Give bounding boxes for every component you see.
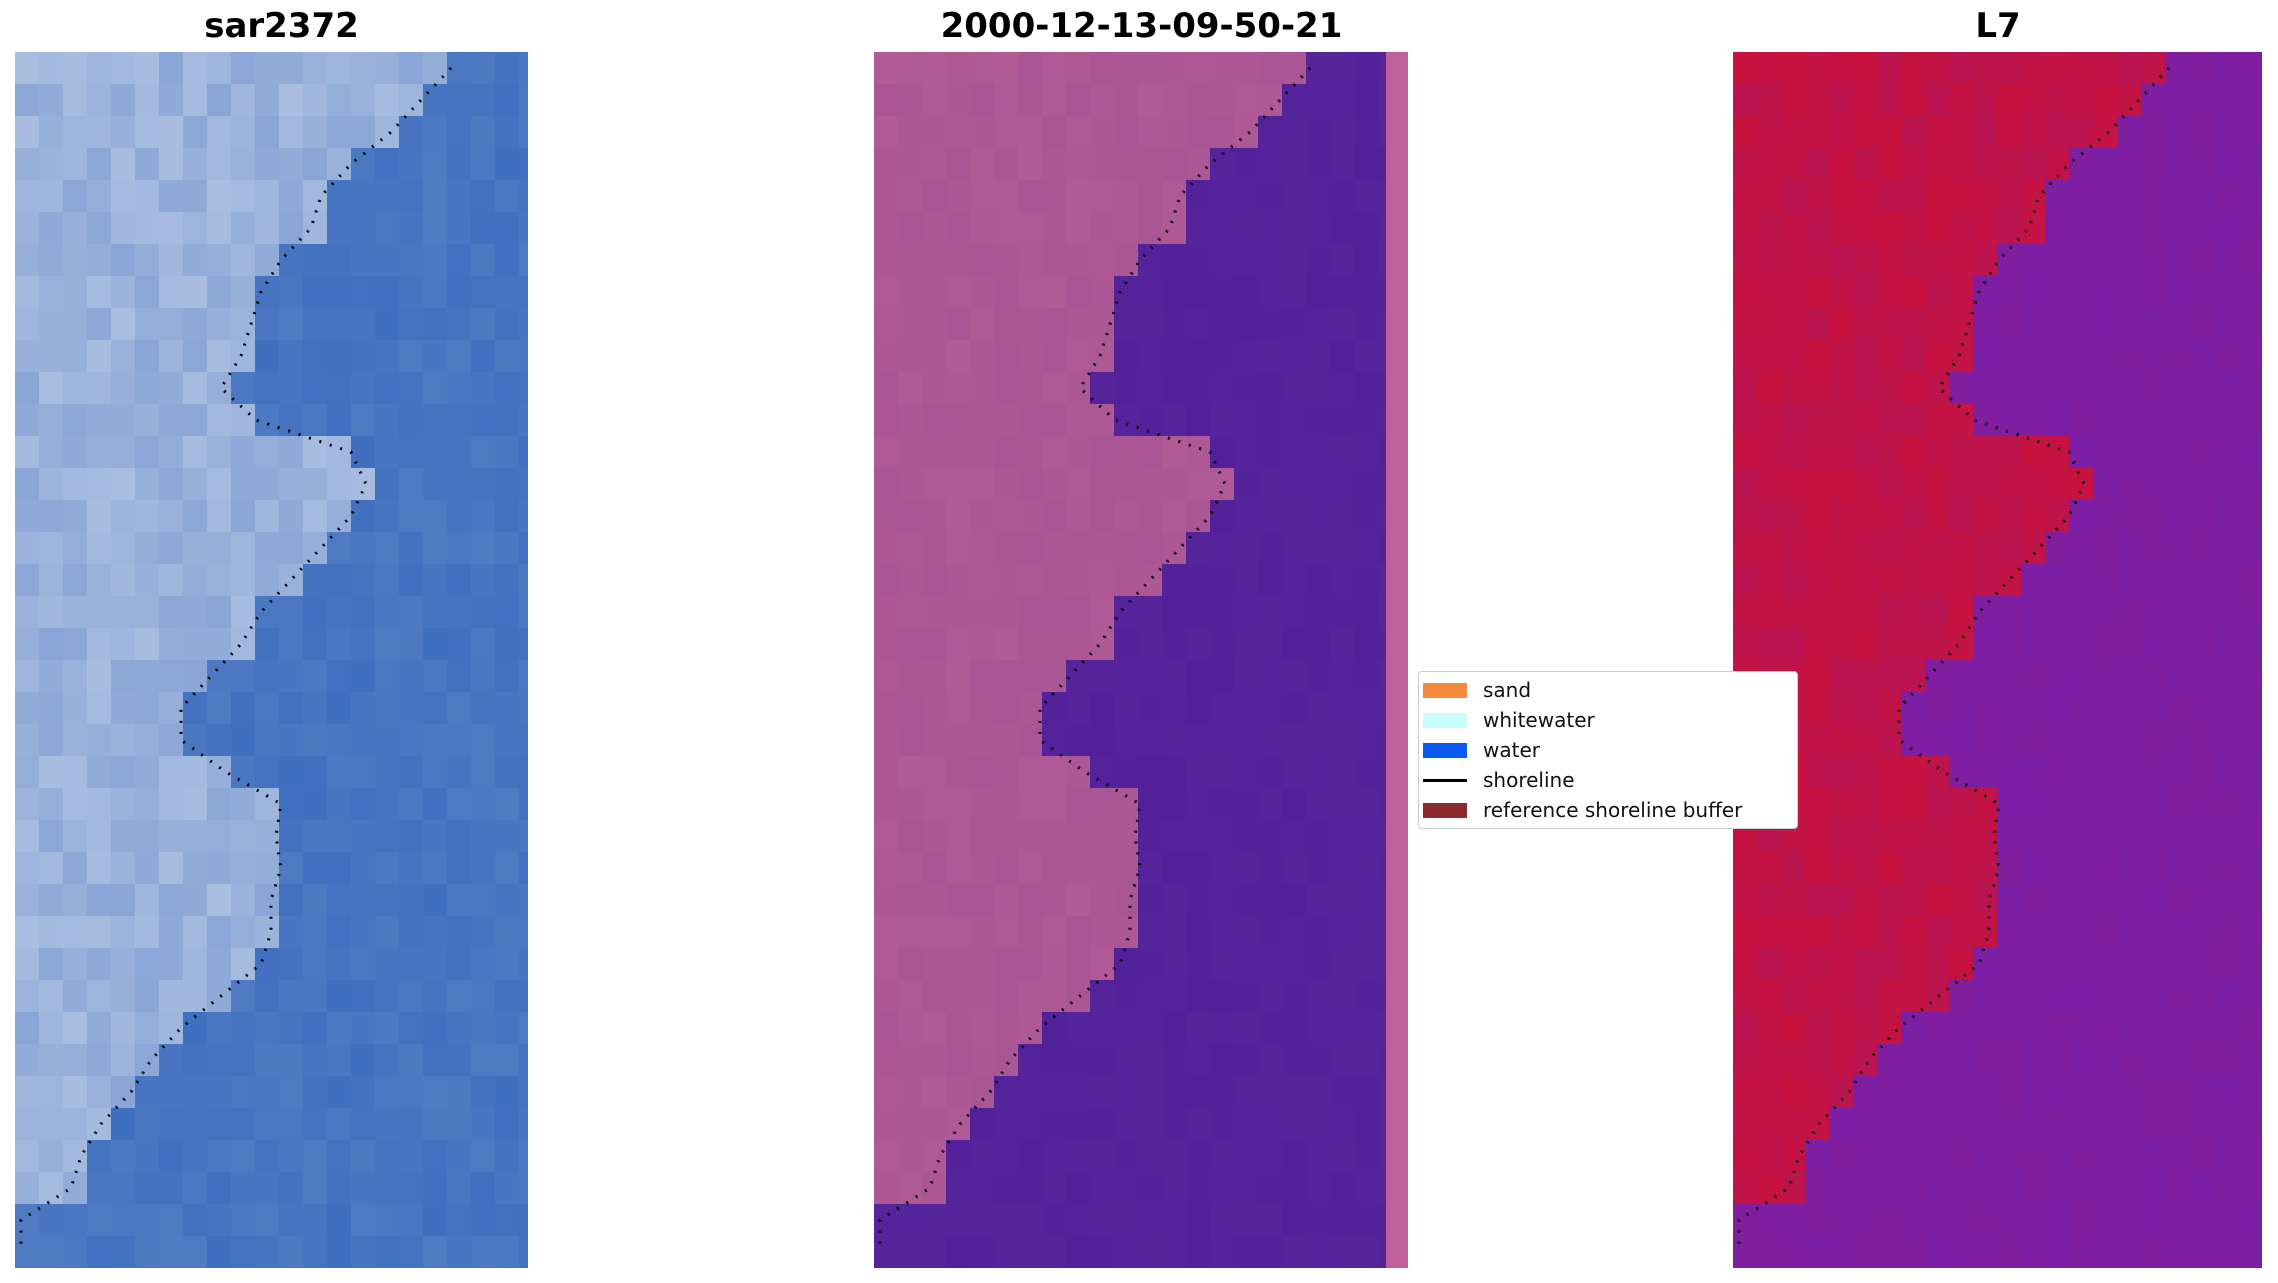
legend: sand whitewater water shoreline referenc…: [1418, 671, 1798, 829]
whitewater-swatch: [1423, 712, 1467, 728]
water-swatch: [1423, 742, 1467, 758]
legend-item-sand: sand: [1423, 676, 1531, 704]
reference-buffer-swatch: [1423, 802, 1467, 818]
legend-item-water: water: [1423, 736, 1540, 764]
rgb-image-panel: [15, 52, 528, 1268]
legend-item-reference-buffer: reference shoreline buffer: [1423, 796, 1742, 824]
shoreline-line-sample: [1423, 778, 1467, 782]
legend-label-whitewater: whitewater: [1483, 708, 1595, 732]
panel-title-rgb: sar2372: [204, 6, 359, 46]
panel-title-classified: 2000-12-13-09-50-21: [940, 6, 1343, 46]
legend-item-whitewater: whitewater: [1423, 706, 1595, 734]
rgb-image: [15, 52, 528, 1268]
index-image: [1733, 52, 2262, 1268]
legend-label-water: water: [1483, 738, 1540, 762]
panel-title-index: L7: [1975, 6, 2021, 46]
sand-swatch: [1423, 682, 1467, 698]
classified-image: [874, 52, 1408, 1268]
legend-label-sand: sand: [1483, 678, 1532, 702]
legend-label-reference-buffer: reference shoreline buffer: [1483, 798, 1743, 822]
index-image-panel: [1733, 52, 2267, 1268]
legend-label-shoreline: shoreline: [1483, 768, 1575, 792]
classified-image-panel: [874, 52, 1408, 1268]
legend-item-shoreline: shoreline: [1423, 766, 1575, 794]
